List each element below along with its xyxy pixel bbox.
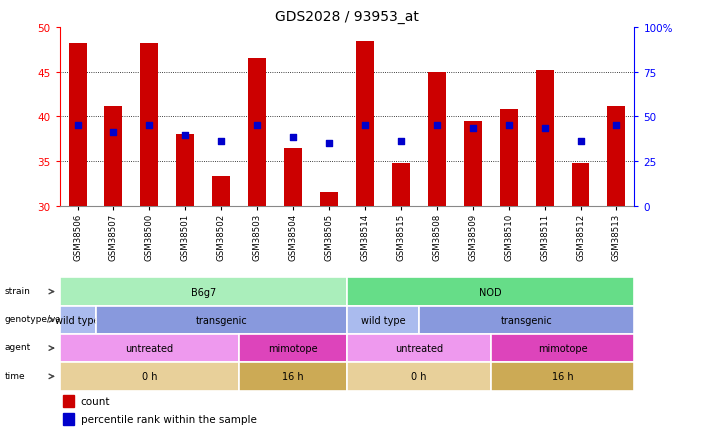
Title: GDS2028 / 93953_at: GDS2028 / 93953_at <box>275 10 419 24</box>
Bar <box>356 42 374 206</box>
Text: 0 h: 0 h <box>142 372 157 381</box>
Bar <box>248 59 266 206</box>
Text: 16 h: 16 h <box>283 372 304 381</box>
Point <box>287 134 299 141</box>
Point <box>575 138 586 145</box>
Bar <box>104 106 123 206</box>
Bar <box>212 177 230 206</box>
Text: genotype/variation: genotype/variation <box>5 315 91 323</box>
Bar <box>500 110 517 206</box>
Text: transgenic: transgenic <box>196 315 247 325</box>
Point <box>395 138 407 145</box>
Text: agent: agent <box>5 343 31 352</box>
Text: 16 h: 16 h <box>552 372 573 381</box>
Bar <box>536 71 554 206</box>
Point <box>360 122 371 129</box>
Text: transgenic: transgenic <box>501 315 552 325</box>
Bar <box>608 106 625 206</box>
Bar <box>177 135 194 206</box>
Bar <box>320 193 338 206</box>
Point <box>323 140 334 147</box>
Text: 0 h: 0 h <box>411 372 427 381</box>
Bar <box>63 395 74 407</box>
Point <box>108 129 119 136</box>
Point <box>72 122 83 129</box>
Bar <box>428 72 446 206</box>
Text: untreated: untreated <box>395 343 443 353</box>
Point <box>431 122 442 129</box>
Point <box>252 122 263 129</box>
Text: untreated: untreated <box>125 343 173 353</box>
Text: mimotope: mimotope <box>538 343 587 353</box>
Bar <box>284 148 302 206</box>
Bar <box>140 44 158 206</box>
Text: percentile rank within the sample: percentile rank within the sample <box>81 414 257 424</box>
Point <box>539 125 550 132</box>
Text: mimotope: mimotope <box>268 343 318 353</box>
Text: wild type: wild type <box>360 315 405 325</box>
Text: time: time <box>5 371 25 380</box>
Point <box>503 122 515 129</box>
Point <box>144 122 155 129</box>
Text: B6g7: B6g7 <box>191 287 216 297</box>
Bar <box>63 413 74 425</box>
Point <box>467 125 478 132</box>
Text: wild type: wild type <box>55 315 100 325</box>
Text: strain: strain <box>5 286 31 295</box>
Bar <box>392 164 410 206</box>
Point <box>216 138 227 145</box>
Text: NOD: NOD <box>479 287 502 297</box>
Point <box>611 122 622 129</box>
Bar <box>464 122 482 206</box>
Point <box>179 132 191 139</box>
Text: count: count <box>81 396 110 406</box>
Bar <box>69 44 86 206</box>
Bar <box>571 164 590 206</box>
